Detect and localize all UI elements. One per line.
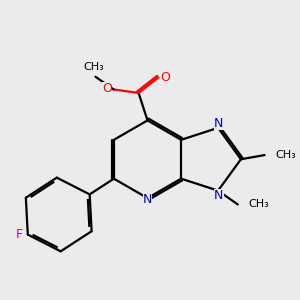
Text: F: F xyxy=(16,228,23,241)
Text: CH₃: CH₃ xyxy=(83,62,104,72)
Text: CH₃: CH₃ xyxy=(248,200,269,209)
Text: N: N xyxy=(214,117,224,130)
Text: O: O xyxy=(102,82,112,95)
Text: N: N xyxy=(214,189,224,202)
Text: CH₃: CH₃ xyxy=(275,150,296,160)
Text: O: O xyxy=(160,71,170,84)
Text: N: N xyxy=(143,194,152,206)
